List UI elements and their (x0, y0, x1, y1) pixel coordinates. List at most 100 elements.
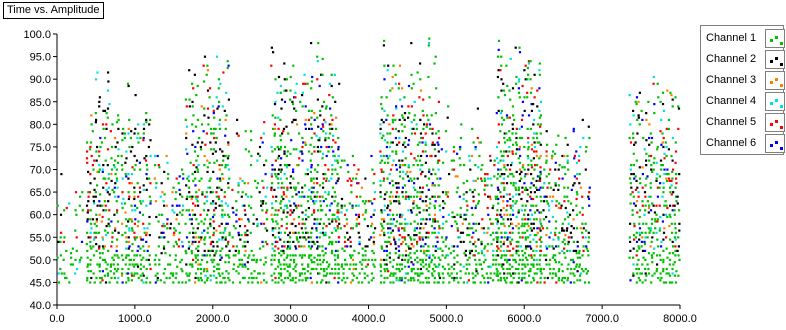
data-point (331, 118, 334, 121)
data-point (515, 245, 518, 248)
data-point (303, 254, 306, 257)
data-point (93, 202, 96, 205)
data-point (320, 127, 323, 130)
data-point (295, 206, 298, 210)
data-point (566, 195, 569, 198)
data-point (629, 222, 632, 225)
data-point (453, 168, 456, 171)
data-point (212, 231, 215, 234)
data-point (178, 238, 181, 241)
data-point (194, 177, 197, 180)
data-point (129, 136, 132, 140)
data-point (105, 267, 108, 271)
data-point (270, 258, 273, 261)
data-point (657, 96, 660, 99)
data-point (343, 213, 347, 216)
data-point (303, 73, 306, 76)
data-point (563, 154, 566, 158)
data-point (536, 188, 539, 191)
data-point (343, 159, 346, 162)
data-point (505, 209, 508, 212)
data-point (103, 136, 107, 140)
data-point (558, 231, 561, 234)
data-point (521, 191, 524, 194)
data-point (148, 123, 151, 126)
data-point (472, 195, 475, 198)
data-point (557, 245, 560, 248)
data-point (165, 276, 168, 280)
data-point (196, 168, 199, 171)
data-point (674, 281, 678, 284)
data-point (543, 200, 546, 203)
data-point (321, 261, 324, 264)
data-point (530, 87, 533, 90)
data-point (94, 195, 97, 198)
data-point (581, 195, 584, 198)
data-point (330, 202, 333, 205)
data-point (317, 42, 320, 45)
data-point (117, 231, 120, 234)
data-point (384, 240, 387, 243)
data-point (206, 279, 209, 282)
data-point (318, 272, 321, 275)
data-point (515, 127, 518, 130)
data-point (63, 209, 66, 212)
data-point (301, 218, 304, 221)
data-point (271, 114, 274, 117)
data-point (276, 91, 279, 94)
legend-marker (770, 39, 773, 42)
data-point (319, 204, 322, 207)
data-point (508, 236, 511, 239)
data-point (389, 274, 392, 277)
data-point (468, 159, 471, 162)
data-point (525, 245, 528, 248)
data-point (319, 263, 322, 266)
data-point (434, 236, 437, 239)
data-point (503, 132, 506, 135)
data-point (382, 44, 385, 47)
data-point (283, 62, 286, 65)
data-point (532, 222, 535, 225)
data-point (536, 164, 539, 167)
data-point (554, 152, 557, 155)
data-point (469, 168, 472, 171)
data-point (247, 150, 251, 153)
data-point (190, 252, 193, 255)
data-point (392, 64, 395, 67)
data-point (213, 161, 216, 164)
data-point (637, 245, 640, 248)
data-point (318, 136, 321, 140)
data-point (538, 87, 541, 90)
data-point (398, 175, 402, 178)
data-point (325, 179, 328, 182)
data-point (511, 127, 514, 130)
data-point (98, 100, 101, 103)
data-point (539, 143, 542, 146)
data-point (374, 258, 377, 261)
data-point (520, 197, 523, 201)
data-point (652, 82, 655, 85)
data-point (663, 152, 666, 155)
data-point (474, 229, 477, 232)
data-point (363, 272, 366, 275)
data-point (508, 168, 512, 171)
data-point (386, 240, 389, 243)
data-point (538, 211, 541, 214)
data-point (466, 234, 469, 237)
data-point (572, 240, 575, 243)
data-point (125, 272, 128, 275)
data-point (300, 195, 303, 198)
data-point (421, 109, 424, 112)
data-point (496, 240, 499, 243)
data-point (137, 245, 140, 248)
data-point (392, 218, 395, 221)
data-point (115, 121, 119, 124)
data-point (587, 125, 590, 128)
data-point (489, 276, 492, 280)
data-point (638, 234, 642, 237)
data-point (207, 123, 210, 126)
data-point (514, 272, 517, 275)
data-point (656, 82, 659, 85)
legend-marker (770, 60, 773, 63)
data-point (417, 154, 420, 158)
